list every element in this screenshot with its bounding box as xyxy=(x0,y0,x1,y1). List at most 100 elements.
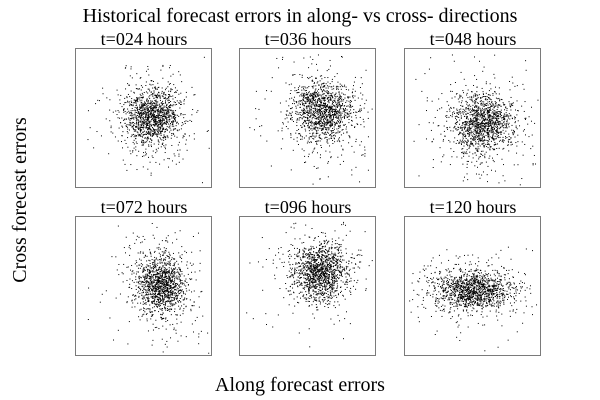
scatter-point xyxy=(179,307,181,309)
scatter-point xyxy=(340,88,342,90)
scatter-point xyxy=(336,113,338,115)
scatter-point xyxy=(157,82,159,84)
scatter-point xyxy=(161,125,163,127)
scatter-point xyxy=(426,97,428,99)
scatter-point xyxy=(340,117,342,119)
scatter-point xyxy=(473,138,475,140)
scatter-point xyxy=(350,100,352,102)
scatter-point xyxy=(183,284,185,286)
scatter-point xyxy=(158,123,160,125)
scatter-point xyxy=(163,136,165,138)
scatter-point xyxy=(170,95,172,97)
scatter-point xyxy=(159,301,161,303)
scatter-point xyxy=(329,121,331,123)
scatter-point xyxy=(477,110,479,112)
scatter-point xyxy=(489,109,491,111)
scatter-point xyxy=(136,96,138,98)
scatter-point xyxy=(342,129,344,130)
scatter-point xyxy=(147,104,149,106)
scatter-point xyxy=(186,149,188,151)
scatter-point xyxy=(314,128,316,130)
scatter-point xyxy=(150,124,152,126)
scatter-point xyxy=(155,279,157,281)
scatter-point xyxy=(449,164,451,166)
scatter-point xyxy=(371,108,373,110)
scatter-point xyxy=(312,114,314,116)
scatter-point xyxy=(454,137,456,139)
scatter-point xyxy=(336,102,338,104)
scatter-point xyxy=(484,153,486,155)
scatter-point xyxy=(321,75,323,77)
scatter-point xyxy=(290,118,292,120)
scatter-point xyxy=(306,118,308,120)
scatter-point xyxy=(474,129,476,131)
scatter-point xyxy=(483,66,485,68)
scatter-point xyxy=(328,110,330,112)
scatter-point xyxy=(431,140,433,142)
scatter-point xyxy=(145,293,147,295)
scatter-point xyxy=(176,114,178,116)
scatter-point xyxy=(484,104,486,106)
scatter-point xyxy=(481,137,483,139)
scatter-point xyxy=(462,134,464,136)
scatter-point xyxy=(149,123,151,125)
scatter-point xyxy=(337,130,339,132)
scatter-point xyxy=(147,112,149,114)
scatter-point xyxy=(152,102,154,104)
scatter-point xyxy=(123,111,125,113)
scatter-point xyxy=(171,125,173,127)
scatter-point xyxy=(466,128,468,130)
scatter-point xyxy=(339,141,341,143)
scatter-point xyxy=(164,263,166,265)
scatter-point xyxy=(501,114,503,116)
scatter-point xyxy=(152,297,154,299)
scatter-point xyxy=(150,141,152,143)
scatter-point xyxy=(135,121,137,123)
scatter-point xyxy=(479,156,481,158)
scatter-point xyxy=(174,303,176,305)
scatter-point xyxy=(160,300,162,302)
scatter-point xyxy=(326,114,328,116)
scatter-point xyxy=(341,92,343,94)
scatter-point xyxy=(477,121,479,123)
scatter-point xyxy=(343,86,345,88)
scatter-point xyxy=(158,126,160,128)
scatter-point xyxy=(145,116,147,118)
scatter-point xyxy=(133,136,135,138)
scatter-point xyxy=(135,130,137,132)
scatter-point xyxy=(326,93,328,95)
scatter-point xyxy=(110,127,112,129)
scatter-point xyxy=(177,288,179,290)
scatter-point xyxy=(167,97,169,99)
scatter-point xyxy=(166,135,168,137)
scatter-point xyxy=(485,125,487,127)
scatter-point xyxy=(497,135,499,137)
scatter-point xyxy=(136,118,138,120)
scatter-point xyxy=(168,96,170,98)
scatter-point xyxy=(460,140,462,142)
scatter-point xyxy=(328,112,330,113)
scatter-point xyxy=(122,159,124,161)
scatter-point xyxy=(177,340,179,342)
scatter-point xyxy=(141,97,143,99)
scatter-point xyxy=(136,119,138,121)
scatter-point xyxy=(175,116,177,118)
scatter-point xyxy=(332,118,334,120)
scatter-point xyxy=(317,127,319,129)
scatter-point xyxy=(165,273,167,275)
scatter-point xyxy=(191,278,193,280)
scatter-point xyxy=(143,119,145,121)
scatter-point xyxy=(341,56,343,58)
scatter-point xyxy=(472,133,474,135)
scatter-point xyxy=(134,130,136,132)
scatter-point xyxy=(181,122,183,124)
scatter-point xyxy=(488,120,490,122)
scatter-point xyxy=(126,111,128,113)
scatter-point xyxy=(468,135,470,137)
scatter-point xyxy=(162,299,164,301)
scatter-point xyxy=(154,87,156,89)
scatter-point xyxy=(338,140,340,142)
scatter-point xyxy=(304,155,306,157)
scatter-point xyxy=(141,142,143,144)
scatter-point xyxy=(178,293,180,295)
